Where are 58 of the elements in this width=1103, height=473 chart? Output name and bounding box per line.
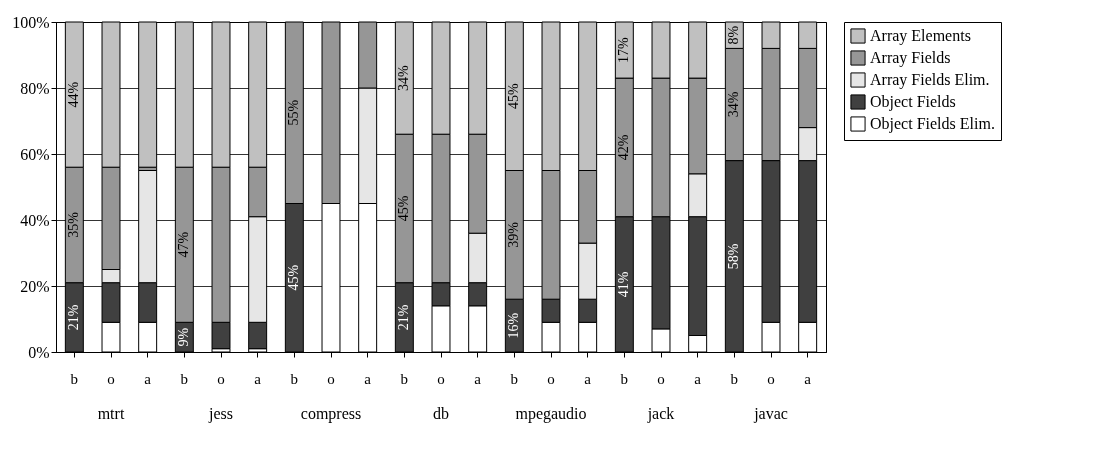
y-tick-label: 20% bbox=[20, 277, 50, 295]
x-tick-label: a bbox=[144, 370, 152, 387]
x-tick-label: a bbox=[694, 370, 702, 387]
legend-label: Array Fields Elim. bbox=[870, 71, 990, 89]
data-label: 21% bbox=[66, 304, 82, 331]
x-tick-label: b bbox=[180, 370, 189, 387]
x-tick-label: b bbox=[510, 370, 519, 387]
data-label: 45% bbox=[506, 83, 522, 110]
data-label: 44% bbox=[66, 81, 82, 108]
data-label: 16% bbox=[506, 312, 522, 339]
data-label: 21% bbox=[396, 304, 412, 331]
x-tick-label: o bbox=[547, 370, 555, 387]
legend-label: Object Fields bbox=[870, 93, 956, 111]
data-label: 42% bbox=[616, 134, 632, 161]
legend-label: Array Elements bbox=[870, 27, 971, 45]
y-tick-label: 100% bbox=[12, 13, 50, 31]
x-tick-label: a bbox=[584, 370, 592, 387]
x-tick-label: b bbox=[400, 370, 409, 387]
x-tick-label: o bbox=[107, 370, 115, 387]
x-tick-label: a bbox=[364, 370, 372, 387]
data-label: 34% bbox=[396, 64, 412, 91]
y-tick-label: 40% bbox=[20, 211, 50, 229]
x-tick-label: o bbox=[657, 370, 665, 387]
data-label: 58% bbox=[726, 243, 742, 270]
data-label: 45% bbox=[286, 264, 302, 291]
data-label: 34% bbox=[726, 91, 742, 118]
data-label: 41% bbox=[616, 271, 632, 298]
data-label: 9% bbox=[176, 327, 192, 347]
x-tick-label: b bbox=[290, 370, 299, 387]
x-tick-label: o bbox=[327, 370, 335, 387]
data-label: 55% bbox=[286, 99, 302, 126]
x-tick-label: o bbox=[767, 370, 775, 387]
x-tick-label: a bbox=[804, 370, 812, 387]
text: mtrt bbox=[97, 405, 125, 422]
x-tick-label: b bbox=[730, 370, 739, 387]
x-tick-label: a bbox=[474, 370, 482, 387]
x-tick-label: o bbox=[217, 370, 225, 387]
text: compress bbox=[300, 405, 362, 423]
legend-label: Object Fields Elim. bbox=[870, 115, 995, 133]
data-label: 17% bbox=[616, 36, 632, 63]
data-label: 47% bbox=[176, 231, 192, 258]
legend-label: Array Fields bbox=[870, 49, 951, 67]
x-tick-label: b bbox=[620, 370, 629, 387]
y-tick-label: 60% bbox=[20, 145, 50, 163]
text: jess bbox=[208, 405, 233, 423]
data-label: 35% bbox=[66, 211, 82, 238]
text: db bbox=[433, 405, 449, 422]
x-tick-label: o bbox=[437, 370, 445, 387]
text: mpegaudio bbox=[515, 405, 587, 423]
y-tick-label: 80% bbox=[20, 79, 50, 97]
x-tick-label: a bbox=[254, 370, 262, 387]
data-label: 39% bbox=[506, 221, 522, 248]
y-tick-label: 0% bbox=[28, 343, 50, 361]
data-label: 45% bbox=[396, 195, 412, 222]
x-tick-label: b bbox=[70, 370, 79, 387]
text: javac bbox=[753, 405, 788, 423]
data-label: 8% bbox=[726, 25, 742, 45]
text: jack bbox=[646, 405, 675, 423]
